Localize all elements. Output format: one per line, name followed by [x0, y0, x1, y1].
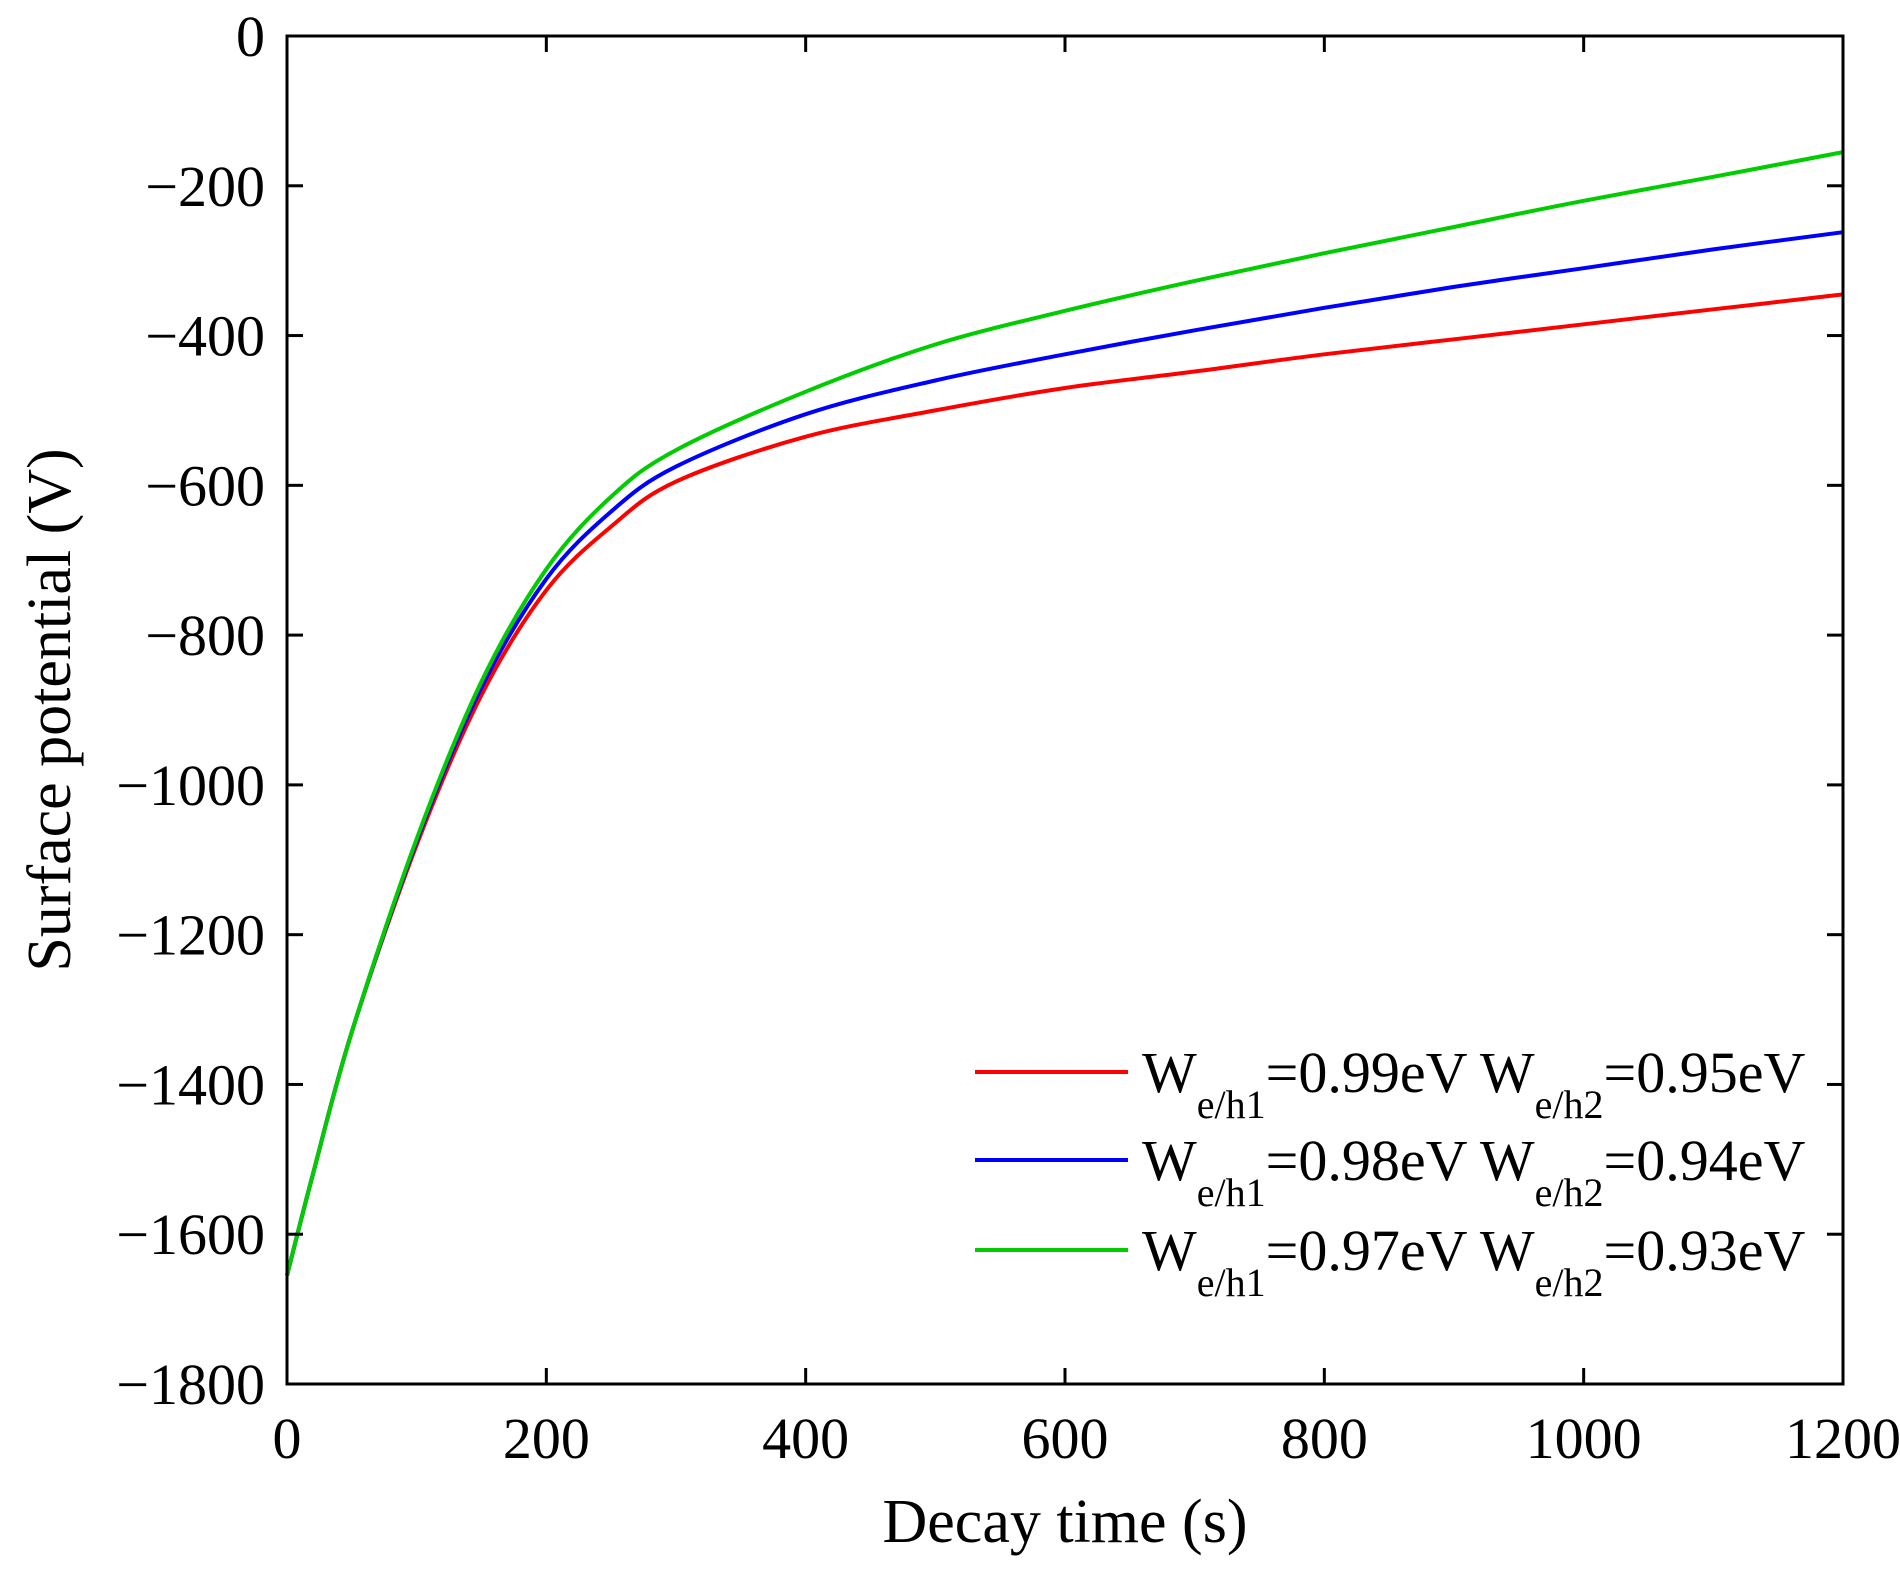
x-tick-label: 200: [503, 1406, 590, 1471]
series-line-3: [285, 150, 1844, 1276]
x-tick-label: 1200: [1785, 1406, 1900, 1471]
x-tick-label: 0: [273, 1406, 302, 1471]
x-tick-labels: 0 200 400 600 800 1000 1200: [273, 1406, 1900, 1471]
y-tick-label: −1600: [116, 1202, 265, 1267]
y-tick-label: −1200: [116, 903, 265, 968]
y-tick-label: 0: [236, 4, 265, 69]
plot-lines: [285, 150, 1844, 1276]
legend-label-3: We/h1=0.97eV We/h2=0.93eV: [1142, 1218, 1805, 1305]
legend-label-1: We/h1=0.99eV We/h2=0.95eV: [1142, 1040, 1805, 1127]
x-tick-label: 600: [1022, 1406, 1109, 1471]
y-tick-labels: 0 −200 −400 −600 −800 −1000 −1200 −1400 −1600 −18…: [116, 4, 265, 1417]
y-tick-label: −1800: [116, 1352, 265, 1417]
x-tick-label: 800: [1281, 1406, 1368, 1471]
x-tick-label: 1000: [1526, 1406, 1642, 1471]
legend-label-2: We/h1=0.98eV We/h2=0.94eV: [1142, 1128, 1805, 1215]
y-tick-label: −200: [145, 154, 265, 219]
y-tick-label: −600: [145, 453, 265, 518]
y-tick-label: −1000: [116, 753, 265, 818]
axis-ticks: [285, 34, 1845, 1386]
x-tick-label: 400: [762, 1406, 849, 1471]
y-tick-label: −1400: [116, 1052, 265, 1117]
x-axis-title: Decay time (s): [883, 1488, 1248, 1556]
y-tick-label: −800: [145, 603, 265, 668]
y-axis-title: Surface potential (V): [16, 448, 84, 971]
y-tick-label: −400: [145, 304, 265, 369]
